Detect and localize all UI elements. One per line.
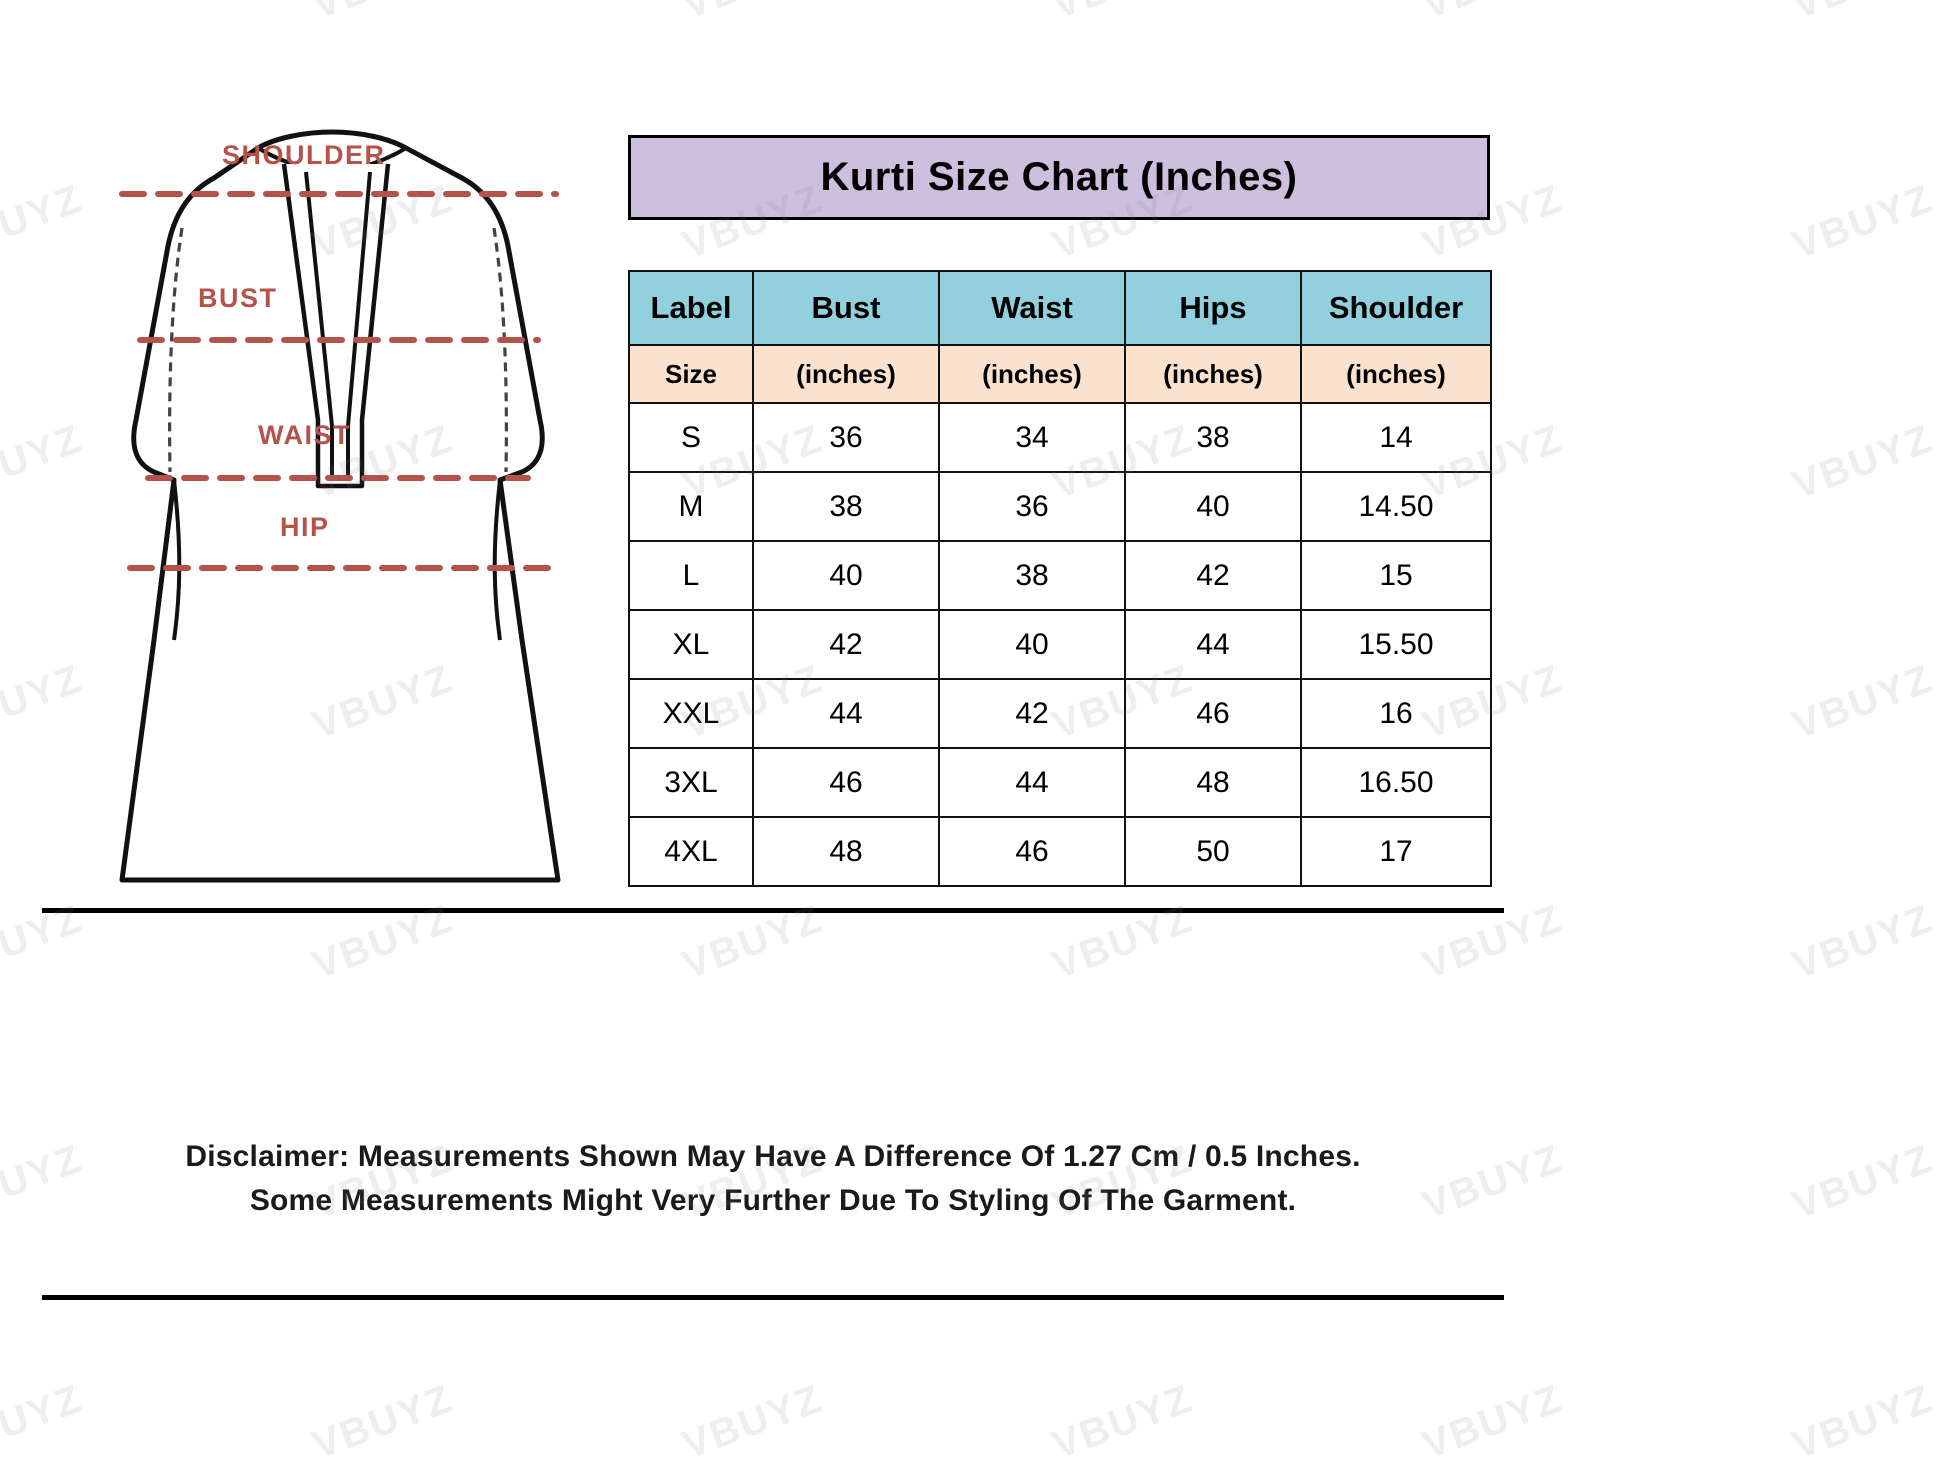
table-row: 4XL 48 46 50 17 — [628, 816, 1492, 887]
cell-shoulder: 16 — [1300, 678, 1492, 749]
kurti-outline-svg — [119, 129, 561, 883]
cell-size: 3XL — [628, 747, 754, 818]
cell-bust: 48 — [752, 816, 940, 887]
cell-waist: 46 — [938, 816, 1126, 887]
cell-shoulder: 17 — [1300, 816, 1492, 887]
cell-waist: 40 — [938, 609, 1126, 680]
cell-size: M — [628, 471, 754, 542]
cell-shoulder: 16.50 — [1300, 747, 1492, 818]
measurement-label-bust: BUST — [198, 283, 278, 313]
column-header-bust: Bust — [752, 270, 940, 346]
cell-size: L — [628, 540, 754, 611]
cell-hips: 40 — [1124, 471, 1302, 542]
measurement-label-shoulder: SHOULDER — [222, 140, 386, 170]
cell-bust: 46 — [752, 747, 940, 818]
disclaimer-line-1: Disclaimer: Measurements Shown May Have … — [185, 1140, 1361, 1173]
cell-hips: 46 — [1124, 678, 1302, 749]
cell-bust: 36 — [752, 402, 940, 473]
size-chart-table: Label Bust Waist Hips Shoulder Size (inc… — [628, 270, 1492, 887]
page-title: Kurti Size Chart (Inches) — [820, 155, 1298, 199]
table-row: 3XL 46 44 48 16.50 — [628, 747, 1492, 818]
table-row: M 38 36 40 14.50 — [628, 471, 1492, 542]
cell-bust: 40 — [752, 540, 940, 611]
cell-shoulder: 14.50 — [1300, 471, 1492, 542]
measurement-label-hip: HIP — [280, 512, 330, 542]
disclaimer-block: Disclaimer: Measurements Shown May Have … — [42, 1135, 1504, 1222]
table-row: XL 42 40 44 15.50 — [628, 609, 1492, 680]
table-head: Label Bust Waist Hips Shoulder Size (inc… — [628, 270, 1492, 404]
cell-size: XXL — [628, 678, 754, 749]
cell-shoulder: 15 — [1300, 540, 1492, 611]
cell-bust: 42 — [752, 609, 940, 680]
cell-waist: 38 — [938, 540, 1126, 611]
cell-size: S — [628, 402, 754, 473]
table-row: L 40 38 42 15 — [628, 540, 1492, 611]
measurement-label-waist: WAIST — [258, 420, 351, 450]
subheader-bust-unit: (inches) — [752, 344, 940, 404]
cell-hips: 42 — [1124, 540, 1302, 611]
disclaimer-line-2: Some Measurements Might Very Further Due… — [249, 1183, 1297, 1217]
column-header-hips: Hips — [1124, 270, 1302, 346]
divider-bottom — [42, 1295, 1504, 1300]
column-header-waist: Waist — [938, 270, 1126, 346]
table-header-row: Label Bust Waist Hips Shoulder — [628, 270, 1492, 346]
kurti-garment-illustration: SHOULDER BUST WAIST HIP — [70, 120, 610, 910]
table-body: S 36 34 38 14 M 38 36 40 14.50 L 40 38 — [628, 402, 1492, 887]
chart-title-bar: Kurti Size Chart (Inches) — [628, 135, 1490, 220]
cell-waist: 36 — [938, 471, 1126, 542]
cell-waist: 34 — [938, 402, 1126, 473]
cell-size: XL — [628, 609, 754, 680]
column-header-shoulder: Shoulder — [1300, 270, 1492, 346]
subheader-waist-unit: (inches) — [938, 344, 1126, 404]
column-header-label: Label — [628, 270, 754, 346]
cell-bust: 38 — [752, 471, 940, 542]
cell-hips: 50 — [1124, 816, 1302, 887]
table-row: S 36 34 38 14 — [628, 402, 1492, 473]
cell-bust: 44 — [752, 678, 940, 749]
cell-shoulder: 15.50 — [1300, 609, 1492, 680]
cell-size: 4XL — [628, 816, 754, 887]
table-subheader-row: Size (inches) (inches) (inches) (inches) — [628, 344, 1492, 404]
table-row: XXL 44 42 46 16 — [628, 678, 1492, 749]
divider-top — [42, 908, 1504, 913]
subheader-shoulder-unit: (inches) — [1300, 344, 1492, 404]
cell-hips: 44 — [1124, 609, 1302, 680]
cell-hips: 48 — [1124, 747, 1302, 818]
cell-waist: 44 — [938, 747, 1126, 818]
cell-shoulder: 14 — [1300, 402, 1492, 473]
subheader-hips-unit: (inches) — [1124, 344, 1302, 404]
subheader-size: Size — [628, 344, 754, 404]
cell-waist: 42 — [938, 678, 1126, 749]
size-chart-panel: Kurti Size Chart (Inches) Label Bust Wai… — [628, 135, 1492, 887]
cell-hips: 38 — [1124, 402, 1302, 473]
